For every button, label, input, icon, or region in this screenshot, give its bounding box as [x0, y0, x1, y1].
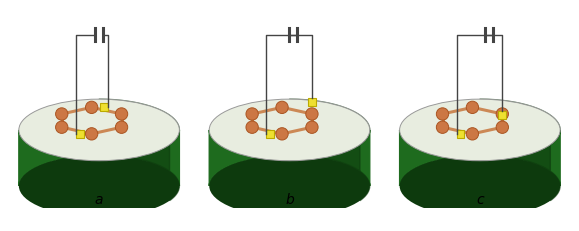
Ellipse shape	[19, 100, 179, 161]
Ellipse shape	[209, 100, 370, 161]
Circle shape	[246, 108, 258, 121]
Circle shape	[86, 102, 98, 114]
FancyBboxPatch shape	[457, 130, 464, 138]
Circle shape	[276, 128, 288, 140]
Text: a: a	[95, 193, 104, 207]
Polygon shape	[99, 100, 179, 201]
Circle shape	[466, 128, 479, 140]
FancyBboxPatch shape	[100, 104, 108, 112]
Circle shape	[496, 122, 508, 134]
Polygon shape	[400, 130, 560, 186]
Circle shape	[437, 108, 449, 121]
FancyBboxPatch shape	[266, 130, 274, 138]
Polygon shape	[290, 100, 370, 201]
Circle shape	[437, 122, 449, 134]
Circle shape	[86, 128, 98, 140]
FancyBboxPatch shape	[76, 130, 83, 138]
Circle shape	[246, 122, 258, 134]
FancyBboxPatch shape	[499, 112, 506, 120]
Text: b: b	[285, 193, 294, 207]
Circle shape	[115, 108, 128, 121]
Polygon shape	[209, 130, 370, 186]
Circle shape	[496, 108, 508, 121]
Text: c: c	[476, 193, 483, 207]
Ellipse shape	[209, 155, 370, 217]
Polygon shape	[480, 100, 560, 201]
Circle shape	[56, 122, 68, 134]
Ellipse shape	[400, 100, 560, 161]
Ellipse shape	[400, 155, 560, 217]
Circle shape	[306, 122, 318, 134]
Circle shape	[276, 102, 288, 114]
Ellipse shape	[19, 155, 179, 217]
Polygon shape	[19, 130, 179, 186]
Circle shape	[466, 102, 479, 114]
FancyBboxPatch shape	[308, 99, 316, 106]
Circle shape	[115, 122, 128, 134]
Circle shape	[306, 108, 318, 121]
Circle shape	[56, 108, 68, 121]
